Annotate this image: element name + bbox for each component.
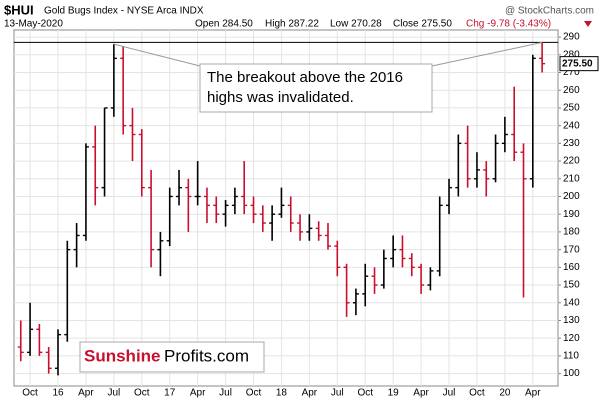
chart-title: Gold Bugs Index - NYSE Arca INDX (44, 6, 204, 17)
annotation-text: The breakout above the 2016 (207, 69, 403, 86)
last-price: 275.50 (562, 58, 593, 69)
x-tick-label: Oct (246, 388, 262, 399)
x-tick-label: 20 (499, 388, 511, 399)
y-tick-label: 290 (563, 32, 580, 43)
logo-profits: Profits.com (164, 346, 249, 365)
y-tick-label: 180 (563, 227, 580, 238)
date: 13-May-2020 (4, 19, 63, 30)
x-tick-label: Jul (331, 388, 344, 399)
leader-line (113, 43, 201, 67)
x-tick-label: Apr (190, 388, 206, 399)
last-price-box (559, 56, 599, 72)
y-tick-label: 250 (563, 103, 580, 114)
quote-item: High 287.22 (265, 19, 319, 30)
logo-sunshine: Sunshine (84, 346, 161, 365)
y-tick-label: 240 (563, 120, 580, 131)
x-tick-label: Oct (22, 388, 38, 399)
y-tick-label: 270 (563, 67, 580, 78)
annotation-box (199, 63, 433, 113)
y-tick-label: 230 (563, 138, 580, 149)
y-tick-label: 100 (563, 368, 580, 379)
symbol: $HUI (4, 2, 34, 17)
quote-item: Close 275.50 (393, 19, 452, 30)
y-tick-label: 260 (563, 85, 580, 96)
y-tick-label: 160 (563, 262, 580, 273)
x-tick-label: Apr (525, 388, 541, 399)
x-tick-label: 19 (388, 388, 400, 399)
annotation-text: highs was invalidated. (207, 89, 354, 106)
y-tick-label: 210 (563, 173, 580, 184)
x-tick-label: Apr (78, 388, 94, 399)
leader-line (431, 41, 543, 67)
x-tick-label: Jul (107, 388, 120, 399)
down-arrow (584, 21, 592, 27)
logo-box (79, 341, 265, 373)
y-tick-label: 130 (563, 315, 580, 326)
y-tick-label: 190 (563, 209, 580, 220)
quote-item: Open 284.50 (195, 19, 253, 30)
y-tick-label: 220 (563, 156, 580, 167)
y-tick-label: 140 (563, 297, 580, 308)
x-tick-label: Jul (219, 388, 232, 399)
source: @ StockCharts.com (505, 6, 594, 17)
x-tick-label: Oct (357, 388, 373, 399)
x-tick-label: Apr (413, 388, 429, 399)
y-tick-label: 280 (563, 49, 580, 60)
x-tick-label: 18 (276, 388, 288, 399)
quote-item: Chg -9.78 (-3.43%) (466, 19, 551, 30)
x-tick-label: Apr (302, 388, 318, 399)
y-tick-label: 170 (563, 244, 580, 255)
quote-item: Low 270.28 (330, 19, 382, 30)
x-tick-label: 16 (52, 388, 64, 399)
y-tick-label: 120 (563, 333, 580, 344)
plot-frame (13, 29, 559, 387)
x-tick-label: Jul (443, 388, 456, 399)
x-tick-label: Oct (134, 388, 150, 399)
x-tick-label: 17 (164, 388, 176, 399)
y-tick-label: 150 (563, 280, 580, 291)
y-tick-label: 200 (563, 191, 580, 202)
x-tick-label: Oct (469, 388, 485, 399)
y-tick-label: 110 (563, 351, 579, 362)
